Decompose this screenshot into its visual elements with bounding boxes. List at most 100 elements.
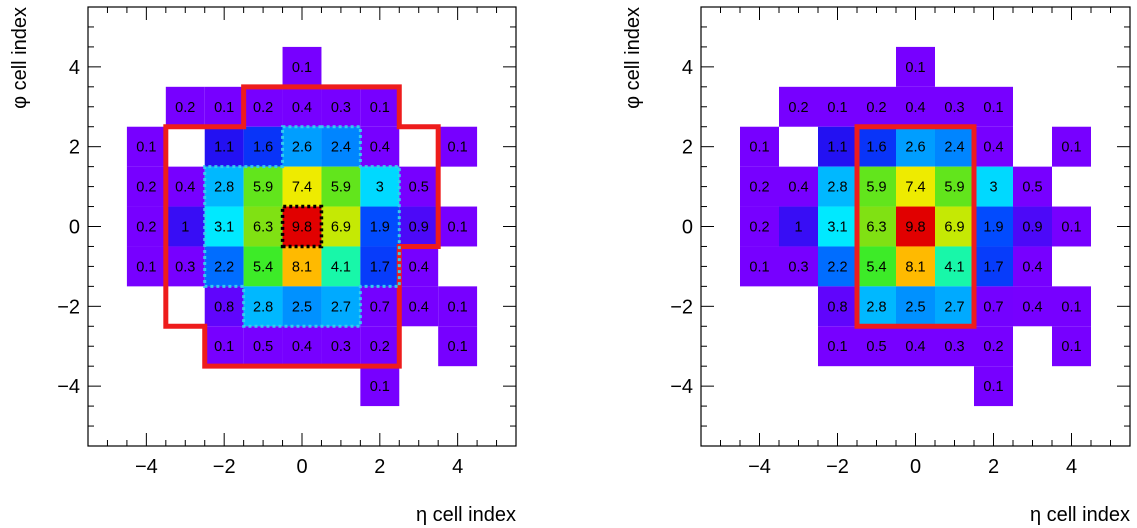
left-heatmap-panel: 0.1 0.2 0.1 0.2 0.4 0.3 0.1 0.1 1.1 1.6 2.6 2.4 0.4 0… <box>9 6 517 526</box>
cell-value-label: 0.8 <box>214 299 234 315</box>
heatmap-cell <box>818 126 857 167</box>
cell-value-label: 0.5 <box>409 180 429 196</box>
cell-value-label: 0.2 <box>136 220 156 236</box>
cell-value-label: 6.9 <box>331 220 351 236</box>
cell-value-label: 0.3 <box>944 100 964 116</box>
heatmap-cell <box>857 206 896 247</box>
cell-value-label: 2.6 <box>292 140 312 156</box>
heatmap-cell <box>321 206 361 247</box>
cell-value-label: 2.2 <box>827 259 847 275</box>
heatmap-cell <box>935 206 974 247</box>
heatmap-cell <box>818 286 857 327</box>
heatmap-cell <box>818 166 857 207</box>
heatmap-cell <box>360 86 400 127</box>
cell-value-label: 0.2 <box>749 180 769 196</box>
cell-value-label: 7.4 <box>905 180 925 196</box>
heatmap-cell <box>282 206 322 247</box>
heatmap-cell <box>974 286 1013 327</box>
cell-value-label: 0.4 <box>1022 299 1042 315</box>
cell-value-label: 0.5 <box>866 339 886 355</box>
cell-value-label: 3.1 <box>214 220 234 236</box>
heatmap-cell <box>935 286 974 327</box>
heatmap-cell <box>935 86 974 127</box>
heatmap-cell <box>896 246 935 287</box>
heatmap-cell <box>165 246 205 287</box>
cell-value-label: 0.9 <box>409 220 429 236</box>
cell-value-label: 3.1 <box>827 220 847 236</box>
heatmap-cell <box>360 246 400 287</box>
cell-value-label: 1.6 <box>253 140 273 156</box>
heatmap-cell <box>126 126 166 167</box>
heatmap-cell <box>896 126 935 167</box>
cell-value-label: 0.1 <box>983 379 1003 395</box>
cell-value-label: 0.2 <box>175 100 195 116</box>
heatmap-cell <box>935 126 974 167</box>
cell-value-label: 0.4 <box>905 339 925 355</box>
heatmap-cell <box>857 246 896 287</box>
cell-value-label: 1.1 <box>214 140 234 156</box>
cell-value-label: 0.1 <box>448 299 468 315</box>
cell-value-label: 0.1 <box>136 259 156 275</box>
cell-value-label: 2.8 <box>866 299 886 315</box>
heatmap-cell <box>204 206 244 247</box>
heatmap-cell <box>321 326 361 367</box>
x-tick-label: 0 <box>910 456 921 478</box>
cell-value-label: 9.8 <box>292 220 312 236</box>
heatmap-cell <box>857 126 896 167</box>
heatmap-cell <box>779 166 818 207</box>
heatmap-cell <box>896 166 935 207</box>
cell-value-label: 9.8 <box>905 220 925 236</box>
heatmap-cell <box>740 166 779 207</box>
y-tick-label: 0 <box>682 217 693 239</box>
x-tick-label: −2 <box>826 456 849 478</box>
heatmap-cell <box>1052 326 1091 367</box>
cell-value-label: 0.2 <box>749 220 769 236</box>
heatmap-cell <box>779 206 818 247</box>
heatmap-cell <box>282 246 322 287</box>
heatmap-cell <box>896 46 935 87</box>
heatmap-cell <box>243 86 283 127</box>
y-tick-label: 4 <box>69 57 80 79</box>
cell-value-label: 0.4 <box>409 299 429 315</box>
heatmap-cell <box>974 166 1013 207</box>
heatmap-cell <box>321 286 361 327</box>
heatmap-cell <box>974 326 1013 367</box>
cell-value-label: 0.5 <box>253 339 273 355</box>
cell-value-label: 0.1 <box>827 339 847 355</box>
heatmap-cell <box>204 326 244 367</box>
heatmap-cell <box>399 206 439 247</box>
cell-value-label: 0.3 <box>944 339 964 355</box>
heatmap-cell <box>360 326 400 367</box>
cell-value-label: 2.6 <box>905 140 925 156</box>
heatmap-cell <box>399 286 439 327</box>
cell-value-label: 0.4 <box>175 180 195 196</box>
x-tick-label: 4 <box>452 456 463 478</box>
heatmap-cell <box>896 86 935 127</box>
cell-value-label: 0.4 <box>788 180 808 196</box>
heatmap-cell <box>779 246 818 287</box>
heatmap-cell <box>896 206 935 247</box>
cell-value-label: 1.6 <box>866 140 886 156</box>
cell-value-label: 0.2 <box>136 180 156 196</box>
heatmap-cell <box>935 166 974 207</box>
cell-value-label: 0.4 <box>292 339 312 355</box>
heatmap-cell <box>438 126 478 167</box>
heatmap-cell <box>321 126 361 167</box>
cell-value-label: 1 <box>181 220 189 236</box>
cell-value-label: 0.4 <box>905 100 925 116</box>
cell-value-label: 1 <box>794 220 802 236</box>
heatmap-cell <box>1013 286 1052 327</box>
cell-value-label: 0.1 <box>214 100 234 116</box>
x-tick-label: −4 <box>748 456 771 478</box>
heatmap-cell <box>321 86 361 127</box>
cell-value-label: 0.9 <box>1022 220 1042 236</box>
heatmap-cell <box>974 246 1013 287</box>
heatmap-cell <box>282 126 322 167</box>
heatmap-cell <box>243 246 283 287</box>
heatmap-cell <box>935 326 974 367</box>
heatmap-cell <box>1013 246 1052 287</box>
heatmap-cell <box>360 366 400 407</box>
cell-value-label: 0.4 <box>370 140 390 156</box>
heatmap-cell <box>399 246 439 287</box>
cell-value-label: 0.4 <box>1022 259 1042 275</box>
